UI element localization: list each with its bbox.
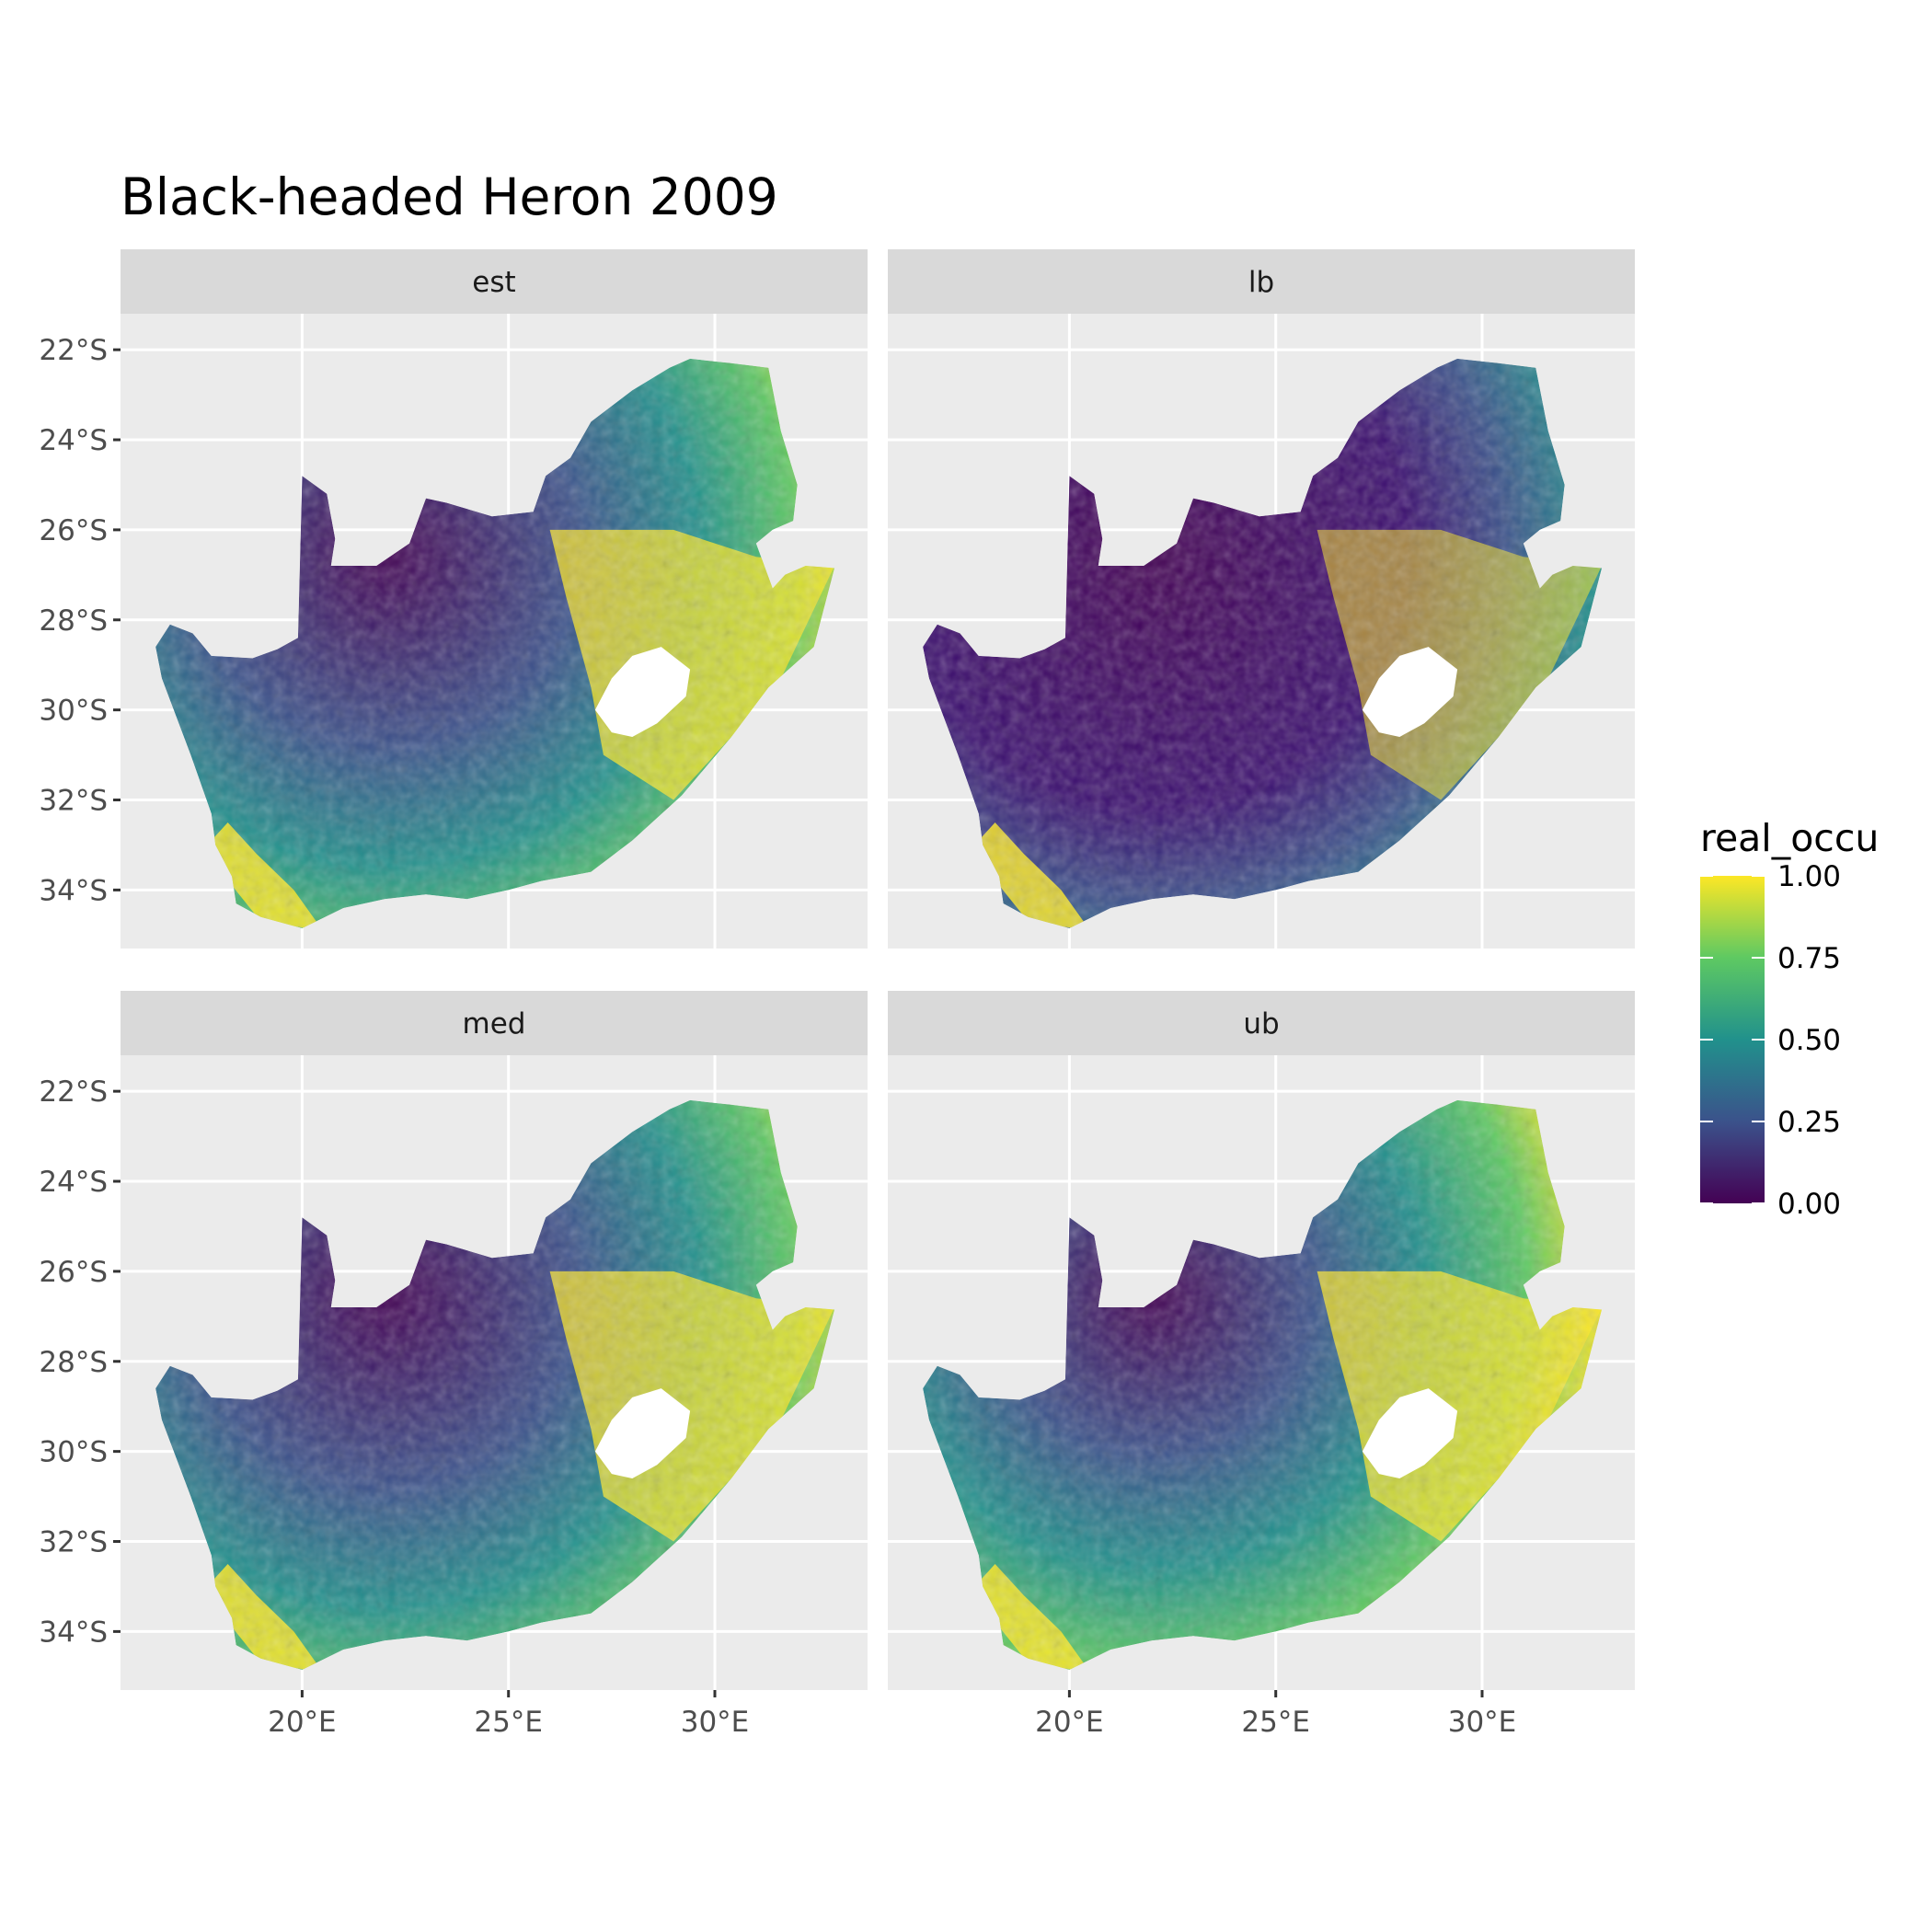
lesotho-no-data (1362, 1388, 1458, 1478)
y-tick-label: 22°S (39, 334, 108, 367)
y-tick-label: 32°S (39, 1526, 108, 1559)
legend-label: 0.75 (1777, 942, 1841, 975)
facet-strip-label: med (463, 1007, 526, 1041)
x-tick-label: 30°E (681, 1706, 750, 1739)
y-tick-label: 32°S (39, 785, 108, 818)
facet-strip (121, 249, 868, 314)
map-area (888, 314, 1635, 949)
y-tick-label: 34°S (39, 1616, 108, 1649)
y-tick-label: 30°S (39, 1436, 108, 1469)
facet-panel-est: est 22°S 24°S 26°S 28°S 30°S 32°S 34°S (39, 249, 868, 949)
x-tick-label: 25°E (474, 1706, 543, 1739)
map-area (121, 314, 868, 949)
lesotho-no-data (1362, 647, 1458, 737)
y-tick-label: 28°S (39, 1346, 108, 1379)
x-tick-label: 30°E (1448, 1706, 1517, 1739)
y-tick-label: 24°S (39, 424, 108, 457)
x-tick-label: 25°E (1241, 1706, 1310, 1739)
x-tick-label: 20°E (268, 1706, 337, 1739)
y-tick-label: 28°S (39, 604, 108, 638)
y-tick-label: 22°S (39, 1075, 108, 1109)
map-area (121, 1055, 868, 1690)
facet-panel-lb: lb (888, 249, 1635, 949)
lesotho-no-data (594, 1388, 691, 1478)
y-tick-label: 34°S (39, 874, 108, 907)
facet-strip (888, 249, 1635, 314)
facet-strip-label: est (472, 266, 515, 299)
legend-label: 0.00 (1777, 1188, 1841, 1221)
legend-label: 1.00 (1777, 860, 1841, 893)
map-area (888, 1055, 1635, 1690)
y-tick-label: 24°S (39, 1166, 108, 1199)
y-tick-label: 26°S (39, 514, 108, 547)
facet-panel-med: med 22°S 24°S 26°S 28°S 30°S 32°S 34°S 20°E 25°E 3… (39, 991, 868, 1739)
facet-strip (888, 991, 1635, 1055)
y-tick-label: 30°S (39, 695, 108, 728)
y-tick-label: 26°S (39, 1256, 108, 1289)
legend-label: 0.50 (1777, 1024, 1841, 1057)
facet-strip-label: lb (1248, 266, 1274, 299)
occupancy-raster (923, 1099, 1603, 1670)
plot-title: Black-headed Heron 2009 (121, 167, 778, 226)
x-tick-label: 20°E (1035, 1706, 1104, 1739)
legend-title: real_occu (1700, 816, 1879, 860)
facet-panel-ub: ub 20°E 25°E 30°E (888, 991, 1635, 1739)
facet-strip-label: ub (1243, 1007, 1279, 1041)
facet-strip (121, 991, 868, 1055)
lesotho-no-data (594, 647, 691, 737)
legend-label: 0.25 (1777, 1106, 1841, 1139)
